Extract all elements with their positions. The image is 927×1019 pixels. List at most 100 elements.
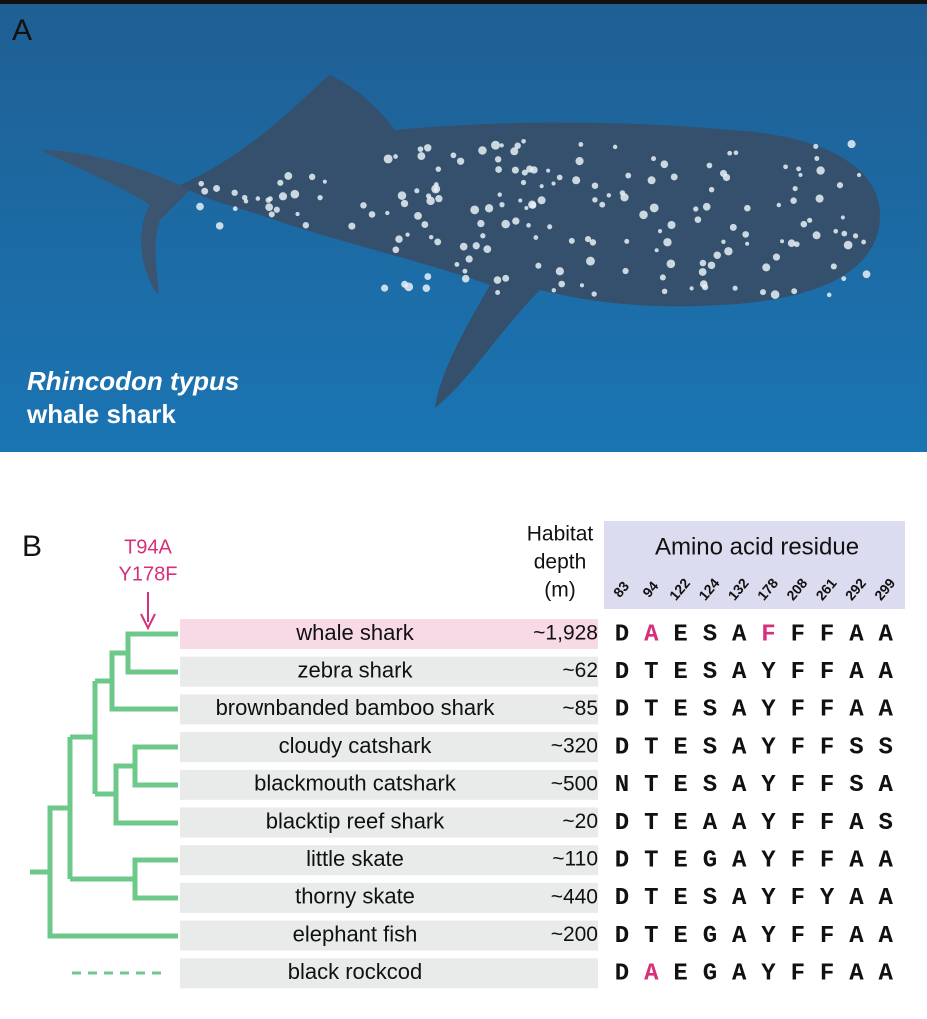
residue: A	[732, 810, 747, 837]
shark-spot	[277, 179, 284, 186]
shark-spot	[578, 142, 584, 147]
residue: A	[849, 621, 864, 648]
residue: Y	[761, 734, 776, 761]
species-label: blacktip reef shark	[266, 808, 446, 833]
shark-spot	[599, 201, 606, 208]
residue: D	[615, 923, 629, 950]
shark-spot	[462, 268, 468, 274]
shark-spot	[666, 259, 676, 269]
residue: A	[878, 923, 893, 950]
shark-spot	[568, 237, 575, 244]
shark-spot	[417, 146, 424, 152]
residue: F	[820, 848, 834, 875]
residue: A	[732, 848, 747, 875]
shark-spot	[558, 280, 566, 288]
residue: F	[791, 772, 805, 799]
shark-spot	[518, 198, 523, 203]
shark-spot	[434, 238, 442, 246]
shark-spot	[524, 205, 529, 210]
shark-spot	[546, 168, 551, 173]
shark-spot	[526, 223, 531, 228]
shark-spot	[551, 181, 556, 186]
shark-spot	[459, 242, 468, 251]
residue: F	[820, 923, 834, 950]
shark-spot	[707, 261, 716, 270]
residue: S	[849, 734, 863, 761]
residue: F	[820, 659, 834, 686]
shark-spot	[729, 223, 737, 231]
shark-spot	[830, 263, 837, 270]
shark-spot	[770, 290, 780, 299]
residue: Y	[761, 772, 776, 799]
shark-spot	[591, 291, 597, 297]
residue: A	[703, 810, 718, 837]
row-background	[180, 656, 598, 687]
residue: G	[703, 848, 717, 875]
shark-spot	[201, 187, 209, 195]
shark-spot	[322, 179, 327, 184]
shark-spot	[813, 143, 819, 149]
row-background	[180, 694, 598, 725]
shark-spot	[555, 267, 564, 276]
shark-spot	[424, 273, 432, 281]
residue: A	[732, 885, 747, 912]
species-name: Rhincodon typus	[27, 366, 239, 396]
shark-spot	[647, 176, 656, 185]
residue: F	[820, 697, 834, 724]
shark-spot	[383, 154, 393, 164]
shark-spot	[856, 172, 862, 178]
shark-spot	[295, 211, 300, 217]
shark-spot	[708, 186, 715, 193]
residue: E	[673, 923, 687, 950]
shark-spot	[843, 240, 853, 250]
shark-spot	[807, 217, 813, 223]
shark-spot	[812, 231, 821, 240]
shark-spot	[499, 143, 504, 148]
shark-spot	[290, 189, 300, 199]
shark-spot	[255, 196, 261, 201]
shark-spot	[732, 285, 738, 291]
residue: F	[820, 734, 834, 761]
shark-spot	[502, 274, 510, 282]
residue: T	[644, 734, 658, 761]
shark-spot	[733, 150, 739, 156]
shark-spot	[241, 194, 248, 201]
shark-spot	[699, 259, 707, 267]
residue: A	[878, 659, 893, 686]
shark-spot	[625, 172, 632, 179]
residue: A	[878, 621, 893, 648]
shark-spot	[497, 192, 502, 197]
residue: T	[644, 885, 658, 912]
shark-spot	[404, 282, 414, 292]
residue: A	[849, 923, 864, 950]
shark-spot	[661, 288, 668, 295]
tree	[30, 631, 178, 975]
residue: N	[615, 772, 629, 799]
shark-spot	[800, 220, 808, 228]
panel-label: B	[22, 530, 42, 563]
residue: E	[673, 621, 687, 648]
shark-body	[180, 75, 880, 408]
depth-value: ~440	[551, 885, 598, 908]
shark-spot	[414, 188, 420, 194]
residue: F	[791, 923, 805, 950]
shark-spot	[491, 140, 501, 150]
residue: S	[703, 659, 717, 686]
shark-spot	[284, 172, 293, 180]
shark-spot	[526, 165, 534, 173]
residue: F	[820, 621, 834, 648]
shark-spot	[698, 268, 707, 276]
shark-tail	[40, 150, 190, 295]
mutation-label: Y178F	[119, 563, 178, 585]
shark-spot	[760, 289, 767, 296]
shark-spot	[612, 144, 618, 150]
shark-spot	[278, 192, 288, 201]
species-label: thorny skate	[295, 884, 415, 909]
shark-spot	[400, 199, 409, 208]
residue: A	[849, 961, 864, 988]
residue: F	[791, 885, 805, 912]
residue: F	[791, 961, 805, 988]
row-background	[180, 882, 598, 913]
shark-spot	[762, 263, 771, 272]
shark-spot	[654, 248, 659, 253]
